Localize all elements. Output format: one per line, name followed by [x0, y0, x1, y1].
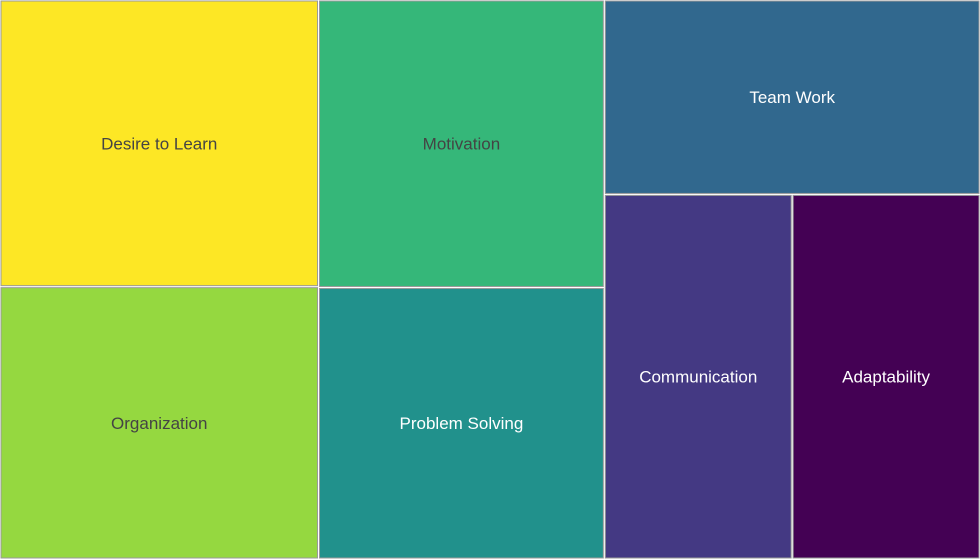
treemap-tile-desire-to-learn: [0, 0, 318, 287]
treemap-tile-motivation: [319, 0, 604, 287]
treemap-tile-adaptability: [792, 194, 980, 559]
treemap-label-desire-to-learn: Desire to Learn: [101, 134, 217, 153]
treemap-tile-organization: [0, 287, 318, 559]
treemap-tile-problem-solving: [319, 287, 604, 559]
treemap-tile-team-work: [604, 0, 980, 194]
treemap-label-team-work: Team Work: [749, 88, 835, 107]
treemap-label-problem-solving: Problem Solving: [400, 414, 524, 433]
treemap-tile-communication: [604, 194, 792, 559]
treemap-label-adaptability: Adaptability: [842, 368, 930, 387]
treemap-label-motivation: Motivation: [423, 135, 500, 154]
treemap-label-communication: Communication: [639, 368, 757, 387]
treemap-label-organization: Organization: [111, 414, 207, 433]
